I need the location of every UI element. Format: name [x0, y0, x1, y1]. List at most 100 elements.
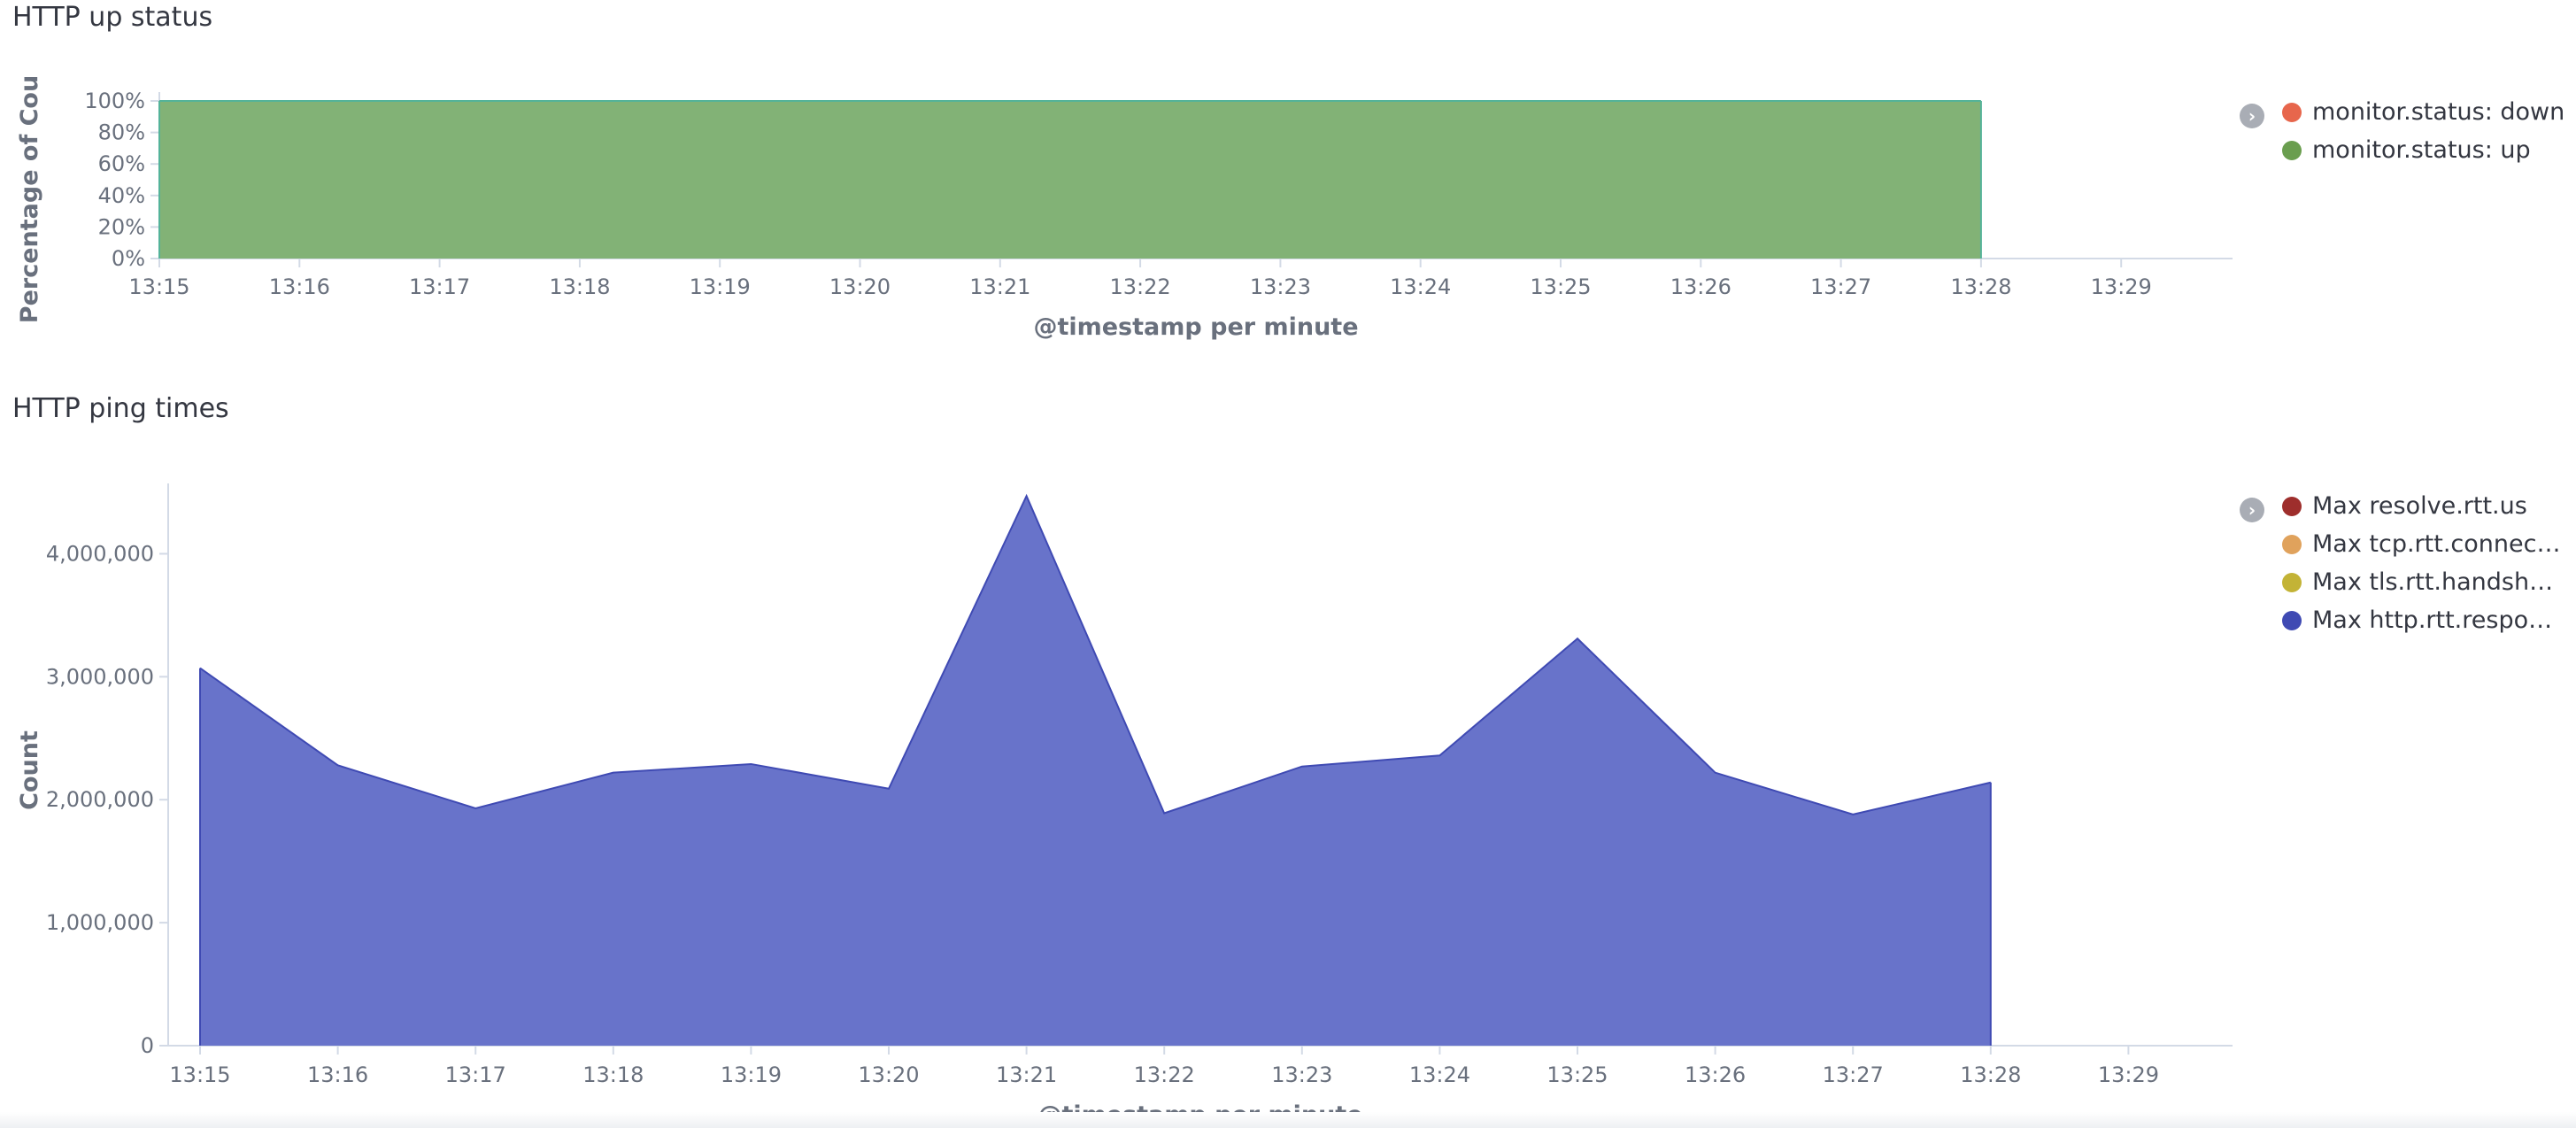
x-tick-label: 13:16	[269, 274, 330, 299]
data-point[interactable]	[157, 98, 162, 104]
data-point[interactable]	[1850, 812, 1855, 817]
legend-label: Max resolve.rtt.us	[2312, 492, 2527, 520]
x-tick-label: 13:25	[1546, 1062, 1608, 1087]
x-tick-label: 13:15	[128, 274, 189, 299]
data-point[interactable]	[1698, 98, 1703, 104]
ping-times-panel: HTTP ping times 0 1,000,000 2,000,000 3,000…	[0, 390, 2576, 1128]
legend-label: monitor.status: down	[2312, 98, 2565, 126]
data-point[interactable]	[1978, 98, 1984, 104]
data-point[interactable]	[335, 762, 341, 768]
legend-toggle-icon[interactable]: ›	[2240, 498, 2264, 522]
data-point[interactable]	[748, 761, 753, 767]
x-tick-label: 13:20	[829, 274, 891, 299]
x-tick-label: 13:28	[1950, 274, 2011, 299]
series-line	[199, 493, 1992, 815]
data-point[interactable]	[1575, 636, 1580, 641]
y-tick-label: 40%	[98, 183, 145, 208]
legend-dot-icon	[2282, 534, 2302, 554]
data-point[interactable]	[1437, 753, 1442, 758]
y-tick-label: 100%	[84, 89, 145, 113]
legend-item[interactable]: monitor.status: down	[2282, 93, 2565, 131]
x-tick-label: 13:25	[1530, 274, 1591, 299]
bottom-scroll-fade	[0, 1112, 2576, 1128]
data-point[interactable]	[297, 98, 302, 104]
x-tick-label: 13:29	[2098, 1062, 2159, 1087]
data-point[interactable]	[611, 770, 616, 776]
legend-item[interactable]: Max http.rtt.respons...	[2282, 601, 2565, 639]
legend-label: Max tcp.rtt.connect.us	[2312, 530, 2565, 558]
up-status-chart: 0% 20% 40% 60% 80% 100% 13:15 13:16 13:17 13:18 13…	[16, 75, 2233, 341]
y-tick-label: 0%	[112, 246, 145, 271]
data-point[interactable]	[858, 98, 863, 104]
y-tick-label: 0	[141, 1033, 154, 1058]
x-tick-label: 13:18	[582, 1062, 644, 1087]
y-tick-label: 1,000,000	[46, 910, 154, 935]
legend-item[interactable]: Max tcp.rtt.connect.us	[2282, 525, 2565, 563]
data-point[interactable]	[717, 98, 722, 104]
y-tick-label: 60%	[98, 151, 145, 176]
ping-times-legend-list: Max resolve.rtt.us Max tcp.rtt.connect.us…	[2282, 487, 2565, 639]
data-point[interactable]	[1300, 764, 1305, 769]
x-tick-label: 13:26	[1670, 274, 1731, 299]
data-point[interactable]	[473, 806, 478, 811]
data-point[interactable]	[1558, 98, 1563, 104]
x-tick-label: 13:24	[1390, 274, 1451, 299]
y-tick-label: 3,000,000	[46, 664, 154, 689]
x-tick-label: 13:22	[1110, 274, 1171, 299]
x-tick-label: 13:19	[690, 274, 751, 299]
series-area	[159, 101, 1981, 259]
data-point[interactable]	[437, 98, 443, 104]
legend-dot-icon	[2282, 572, 2302, 592]
data-point[interactable]	[1138, 98, 1143, 104]
x-tick-label: 13:17	[409, 274, 470, 299]
legend-label: monitor.status: up	[2312, 136, 2531, 164]
ping-times-chart: 0 1,000,000 2,000,000 3,000,000 4,000,000 13:…	[16, 483, 2233, 1128]
up-status-legend-list: monitor.status: down monitor.status: up	[2282, 93, 2565, 169]
x-tick-label: 13:27	[1810, 274, 1871, 299]
data-point[interactable]	[1839, 98, 1844, 104]
up-status-panel: HTTP up status 0% 20% 40% 60% 80% 100% 13:15 13…	[0, 0, 2576, 390]
legend-dot-icon	[2282, 140, 2302, 160]
ping-times-title: HTTP ping times	[12, 393, 229, 424]
legend-item[interactable]: monitor.status: up	[2282, 131, 2565, 169]
data-point[interactable]	[1024, 493, 1030, 498]
data-point[interactable]	[1277, 98, 1283, 104]
x-tick-label: 13:15	[169, 1062, 230, 1087]
x-tick-label: 13:21	[996, 1062, 1057, 1087]
y-tick-label: 2,000,000	[46, 787, 154, 812]
data-point[interactable]	[1418, 98, 1423, 104]
legend-item[interactable]: Max resolve.rtt.us	[2282, 487, 2565, 525]
x-axis-title: @timestamp per minute	[1033, 313, 1358, 341]
x-tick-label: 13:16	[307, 1062, 368, 1087]
x-tick-label: 13:18	[549, 274, 610, 299]
x-tick-label: 13:27	[1823, 1062, 1884, 1087]
legend-dot-icon	[2282, 102, 2302, 122]
x-tick-label: 13:29	[2091, 274, 2152, 299]
x-tick-label: 13:21	[969, 274, 1030, 299]
x-tick-label: 13:22	[1134, 1062, 1195, 1087]
legend-dot-icon	[2282, 496, 2302, 516]
data-point[interactable]	[886, 786, 891, 792]
legend-item[interactable]: Max tls.rtt.handshake...	[2282, 563, 2565, 601]
legend-toggle-icon[interactable]: ›	[2240, 104, 2264, 128]
data-point[interactable]	[577, 98, 582, 104]
data-point[interactable]	[1161, 811, 1167, 816]
data-point[interactable]	[197, 666, 203, 671]
x-tick-label: 13:17	[445, 1062, 506, 1087]
x-tick-label: 13:24	[1409, 1062, 1470, 1087]
legend-dot-icon	[2282, 610, 2302, 630]
x-tick-label: 13:23	[1271, 1062, 1332, 1087]
up-status-title: HTTP up status	[12, 2, 213, 33]
y-tick-label: 20%	[98, 214, 145, 239]
x-tick-label: 13:19	[721, 1062, 782, 1087]
y-tick-label: 4,000,000	[46, 541, 154, 566]
data-point[interactable]	[1713, 770, 1718, 776]
data-point[interactable]	[998, 98, 1003, 104]
legend-label: Max tls.rtt.handshake...	[2312, 568, 2565, 596]
series-area	[200, 496, 1991, 1046]
y-axis-title: Count	[16, 730, 43, 810]
data-point[interactable]	[1988, 780, 1994, 785]
x-tick-label: 13:28	[1960, 1062, 2021, 1087]
legend-label: Max http.rtt.respons...	[2312, 606, 2565, 634]
y-axis-title: Percentage of Cou	[16, 75, 43, 323]
